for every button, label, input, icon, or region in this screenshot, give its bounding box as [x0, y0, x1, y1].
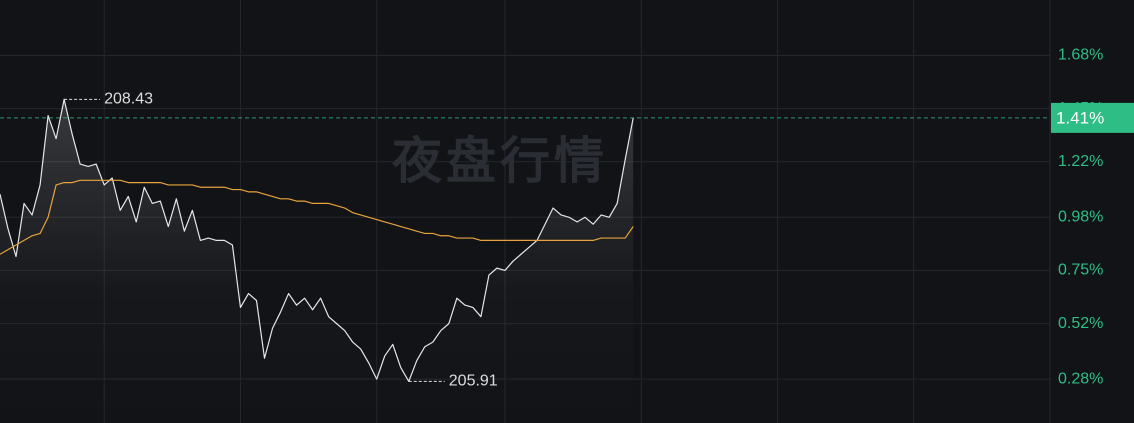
plot: 208.43 205.91 — [0, 91, 1050, 423]
y-tick-label: 1.22% — [1058, 153, 1103, 170]
y-tick-label: 0.75% — [1058, 262, 1103, 279]
annotation: 205.91 — [449, 373, 498, 390]
price-line — [0, 98, 634, 382]
current-badge — [1051, 102, 1134, 133]
price-area — [0, 99, 634, 423]
y-tick-label: 0.28% — [1058, 370, 1103, 387]
y-axis: 0.28%0.52%0.75%0.98%1.22%1.45%1.68%1.41% — [1051, 47, 1134, 387]
y-tick-label: 1.68% — [1058, 47, 1103, 64]
current-label: 1.41% — [1056, 108, 1104, 127]
y-tick-label: 0.52% — [1058, 315, 1103, 332]
y-tick-label: 0.98% — [1058, 208, 1103, 225]
annotation: 208.43 — [104, 91, 153, 108]
average-line — [0, 179, 634, 255]
watermark: 夜盘行情 — [391, 133, 608, 189]
